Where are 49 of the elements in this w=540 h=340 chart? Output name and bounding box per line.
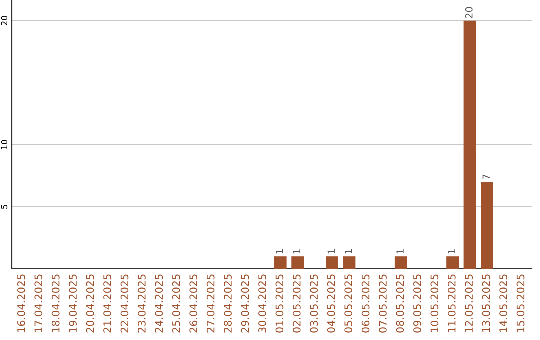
data-label: 1 — [276, 249, 284, 254]
bar — [394, 256, 408, 269]
x-tick-label: 14.05.2025 — [500, 274, 508, 332]
x-tick-label: 03.05.2025 — [310, 274, 318, 333]
x-tick-label: 25.04.2025 — [172, 274, 180, 333]
bar — [446, 256, 459, 269]
x-tick-label: 27.04.2025 — [206, 274, 215, 333]
data-label: 20 — [465, 7, 473, 18]
x-tick-label: 12.05.2025 — [465, 274, 474, 332]
y-tick-label: 20 — [1, 16, 8, 26]
x-tick-label: 16.04.2025 — [17, 274, 26, 332]
data-label: 1 — [293, 249, 301, 254]
data-label: 1 — [328, 249, 335, 254]
bar — [274, 256, 287, 269]
data-label: 7 — [482, 174, 490, 180]
x-tick-label: 23.04.2025 — [138, 274, 146, 333]
x-tick-label: 06.05.2025 — [362, 274, 370, 333]
x-tick-label: 30.04.2025 — [258, 274, 266, 333]
x-tick-label: 19.04.2025 — [69, 274, 78, 332]
x-tick-label: 15.05.2025 — [516, 274, 525, 332]
bar — [481, 182, 494, 269]
y-tick-label: 10 — [1, 140, 8, 150]
bar — [464, 20, 476, 269]
x-tick-label: 20.04.2025 — [86, 274, 94, 333]
x-tick-label: 11.05.2025 — [448, 274, 456, 332]
data-label: 1 — [396, 249, 404, 254]
x-tick-label: 10.05.2025 — [430, 274, 439, 332]
x-tick-label: 17.04.2025 — [34, 274, 43, 332]
data-label: 1 — [345, 249, 352, 254]
x-tick-label: 01.05.2025 — [276, 274, 284, 333]
x-tick-label: 04.05.2025 — [327, 274, 336, 333]
bar — [326, 256, 338, 269]
bar — [292, 256, 304, 269]
x-tick-label: 09.05.2025 — [414, 274, 422, 333]
x-tick-label: 13.05.2025 — [482, 274, 490, 332]
x-tick-label: 22.04.2025 — [120, 274, 129, 333]
x-tick-label: 18.04.2025 — [52, 274, 60, 332]
x-tick-label: 05.05.2025 — [344, 274, 353, 333]
x-tick-label: 21.04.2025 — [104, 274, 112, 333]
x-tick-label: 07.05.2025 — [379, 274, 387, 333]
bar — [343, 256, 356, 269]
y-tick-label: 5 — [1, 205, 8, 209]
x-tick-label: 26.04.2025 — [190, 274, 198, 333]
x-tick-label: 02.05.2025 — [292, 274, 301, 333]
x-tick-label: 29.04.2025 — [241, 274, 250, 333]
x-tick-label: 08.05.2025 — [396, 274, 404, 333]
x-tick-label: 24.04.2025 — [155, 274, 164, 333]
x-tick-label: 28.04.2025 — [224, 274, 232, 333]
data-label: 1 — [448, 249, 456, 254]
